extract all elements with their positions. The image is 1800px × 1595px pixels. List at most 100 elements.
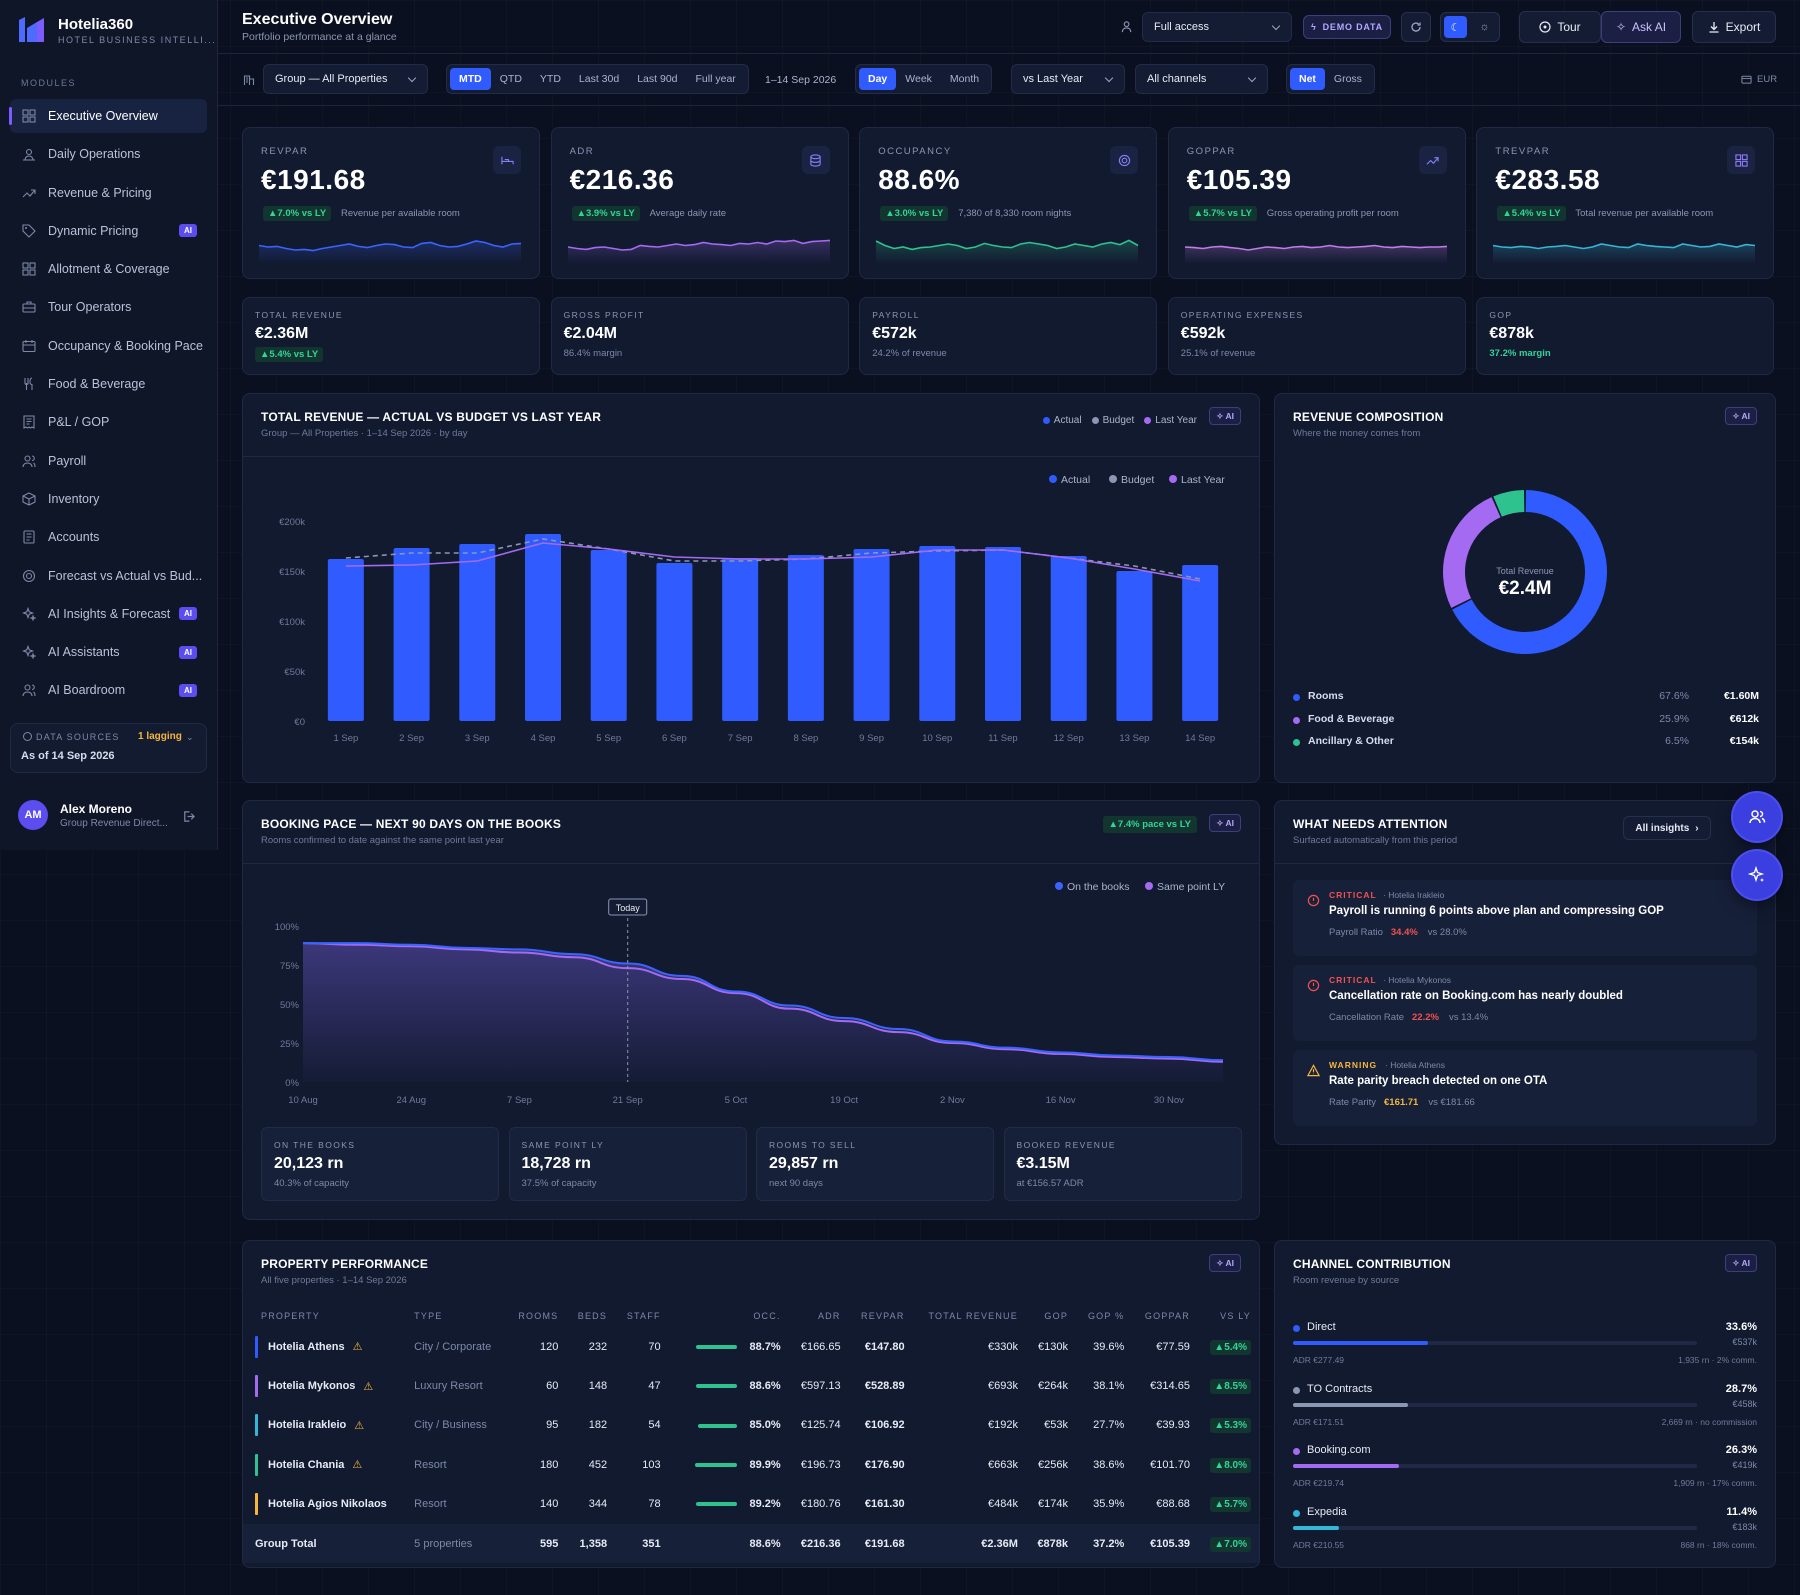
- sidebar-item-p-l-gop[interactable]: P&L / GOP: [10, 405, 207, 439]
- column-header[interactable]: REVPAR: [861, 1311, 905, 1321]
- channel-row[interactable]: Expedia 11.4% €183k ADR €210.55 868 rn · 18%…: [1293, 1506, 1757, 1568]
- attention-item[interactable]: WARNING · Hotelia Athens Rate parity breac…: [1293, 1050, 1757, 1126]
- column-header[interactable]: GOP: [1044, 1311, 1069, 1321]
- segment-option[interactable]: Gross: [1333, 73, 1362, 85]
- sidebar-item-occupancy-booking-pace[interactable]: Occupancy & Booking Pace: [10, 329, 207, 363]
- composition-legend-item[interactable]: Food & Beverage 25.9% €612k: [1293, 713, 1759, 736]
- sun-icon[interactable]: ☼: [1479, 21, 1490, 33]
- kpi-card-occupancy[interactable]: OCCUPANCY 88.6% ▲3.0% vs LY 7,380 of 8,330 …: [859, 127, 1158, 279]
- bar-actual[interactable]: [393, 548, 430, 721]
- composition-legend-item[interactable]: Ancillary & Other 6.5% €154k: [1293, 735, 1759, 758]
- segment-option[interactable]: Last 30d: [578, 73, 620, 85]
- chevron-down-icon[interactable]: ⌄: [186, 732, 194, 742]
- sidebar-item-food-beverage[interactable]: Food & Beverage: [10, 367, 207, 401]
- segment-option[interactable]: Week: [905, 73, 932, 85]
- theme-toggle[interactable]: ☾ ☼: [1440, 12, 1500, 42]
- segment-option[interactable]: Month: [949, 73, 980, 85]
- kpi-card-adr[interactable]: ADR €216.36 ▲3.9% vs LY Average daily rate: [550, 127, 849, 279]
- column-header[interactable]: GOP %: [1087, 1311, 1125, 1321]
- attention-item[interactable]: CRITICAL · Hotelia Irakleio Payroll is run…: [1293, 880, 1757, 956]
- bar-actual[interactable]: [327, 559, 364, 721]
- ask-ai-button[interactable]: ✧ Ask AI: [1601, 11, 1681, 43]
- sidebar-item-accounts[interactable]: Accounts: [10, 520, 207, 554]
- bar-actual[interactable]: [590, 550, 627, 721]
- composition-legend-item[interactable]: Rooms 67.6% €1.60M: [1293, 690, 1759, 713]
- access-select[interactable]: Full access: [1142, 12, 1292, 42]
- sidebar-item-ai-boardroom[interactable]: AI Boardroom AI: [10, 673, 207, 707]
- team-fab-button[interactable]: [1733, 793, 1781, 841]
- property-select[interactable]: Group — All Properties: [263, 64, 428, 94]
- table-row[interactable]: Hotelia Athens ⚠ City / Corporate 120 232 70 8…: [243, 1327, 1259, 1366]
- sidebar-item-inventory[interactable]: Inventory: [10, 482, 207, 516]
- ai-chip[interactable]: ✧ AI: [1725, 1254, 1757, 1272]
- column-header[interactable]: GOPPAR: [1144, 1311, 1190, 1321]
- sidebar-item-ai-assistants[interactable]: AI Assistants AI: [10, 635, 207, 669]
- bar-actual[interactable]: [919, 546, 956, 721]
- ai-chip[interactable]: ✧ AI: [1209, 407, 1241, 425]
- channel-row[interactable]: Direct 33.6% €537k ADR €277.49 1,935 rn · 2%…: [1293, 1321, 1757, 1383]
- bar-actual[interactable]: [459, 544, 496, 721]
- export-button[interactable]: Export: [1692, 11, 1776, 43]
- legend-actual[interactable]: Actual: [1042, 415, 1082, 426]
- summary-card-payroll[interactable]: PAYROLL €572k 24.2% of revenue: [859, 297, 1158, 375]
- bar-actual[interactable]: [1182, 565, 1219, 721]
- channel-row[interactable]: Booking.com 26.3% €419k ADR €219.74 1,909 rn…: [1293, 1444, 1757, 1506]
- bar-actual[interactable]: [656, 563, 693, 721]
- summary-card-total-revenue[interactable]: TOTAL REVENUE €2.36M ▲5.4% vs LY: [242, 297, 540, 375]
- bar-actual[interactable]: [985, 547, 1021, 721]
- ai-chip[interactable]: ✧ AI: [1725, 407, 1757, 425]
- kpi-card-revpar[interactable]: REVPAR €191.68 ▲7.0% vs LY Revenue per avai…: [242, 127, 540, 279]
- user-profile[interactable]: AM Alex Moreno Group Revenue Direct...: [18, 800, 168, 830]
- bar-actual[interactable]: [722, 558, 759, 721]
- kpi-card-trevpar[interactable]: TREVPAR €283.58 ▲5.4% vs LY Total revenue p…: [1476, 127, 1775, 279]
- sidebar-item-allotment-coverage[interactable]: Allotment & Coverage: [10, 252, 207, 286]
- kpi-card-goppar[interactable]: GOPPAR €105.39 ▲5.7% vs LY Gross operating …: [1167, 127, 1466, 279]
- segment-option[interactable]: Day: [859, 68, 897, 90]
- channel-row[interactable]: TO Contracts 28.7% €458k ADR €171.51 2,669 r…: [1293, 1383, 1757, 1445]
- table-row[interactable]: Hotelia Chania ⚠ Resort 180 452 103 89.9% €196.…: [243, 1445, 1259, 1484]
- all-insights-button[interactable]: All insights ›: [1623, 816, 1711, 840]
- column-header[interactable]: BEDS: [577, 1311, 608, 1321]
- column-header[interactable]: VS LY: [1220, 1311, 1251, 1321]
- column-header[interactable]: TOTAL REVENUE: [928, 1311, 1018, 1321]
- table-row[interactable]: Hotelia Mykonos ⚠ Luxury Resort 60 148 47 88.6…: [243, 1366, 1259, 1405]
- sidebar-item-daily-operations[interactable]: Daily Operations: [10, 137, 207, 171]
- bar-actual[interactable]: [853, 549, 890, 721]
- attention-item[interactable]: CRITICAL · Hotelia Mykonos Cancellation ra…: [1293, 965, 1757, 1041]
- column-header[interactable]: STAFF: [626, 1311, 661, 1321]
- summary-card-gross-profit[interactable]: GROSS PROFIT €2.04M 86.4% margin: [550, 297, 849, 375]
- compare-select[interactable]: vs Last Year: [1011, 64, 1125, 94]
- ai-chip[interactable]: ✧ AI: [1209, 814, 1241, 832]
- sidebar-item-dynamic-pricing[interactable]: Dynamic Pricing AI: [10, 214, 207, 248]
- table-row[interactable]: Hotelia Irakleio ⚠ City / Business 95 182 54 8…: [243, 1406, 1259, 1445]
- segment-option[interactable]: Last 90d: [637, 73, 678, 85]
- segment-option[interactable]: QTD: [499, 73, 522, 85]
- column-header[interactable]: ROOMS: [518, 1311, 559, 1321]
- bar-actual[interactable]: [1050, 556, 1087, 721]
- bar-actual[interactable]: [525, 534, 561, 721]
- donut-slice-food-beverage[interactable]: [1443, 497, 1501, 608]
- summary-card-gop[interactable]: GOP €878k 37.2% margin: [1476, 297, 1775, 375]
- bar-actual[interactable]: [787, 555, 824, 721]
- summary-card-operating-expenses[interactable]: OPERATING EXPENSES €592k 25.1% of revenue: [1167, 297, 1466, 375]
- segment-option[interactable]: YTD: [539, 73, 561, 85]
- column-header[interactable]: PROPERTY: [261, 1311, 320, 1321]
- column-header[interactable]: OCC.: [753, 1311, 781, 1321]
- legend-budget[interactable]: Budget: [1091, 415, 1134, 426]
- sidebar-item-revenue-pricing[interactable]: Revenue & Pricing: [10, 176, 207, 210]
- brand[interactable]: Hotelia360 HOTEL BUSINESS INTELLI...: [16, 14, 216, 46]
- ai-fab-button[interactable]: [1733, 851, 1781, 899]
- donut-slice-ancillary-other[interactable]: [1493, 490, 1525, 517]
- moon-icon[interactable]: ☾: [1444, 16, 1467, 38]
- sidebar-item-executive-overview[interactable]: Executive Overview: [9, 99, 207, 133]
- sidebar-item-ai-insights-forecast[interactable]: AI Insights & Forecast AI: [10, 597, 207, 631]
- tour-button[interactable]: Tour: [1519, 11, 1601, 43]
- legend-last-year[interactable]: Last Year: [1144, 415, 1197, 426]
- column-header[interactable]: ADR: [817, 1311, 841, 1321]
- segment-option[interactable]: Full year: [695, 73, 736, 85]
- column-header[interactable]: TYPE: [414, 1311, 443, 1321]
- table-row[interactable]: Hotelia Agios Nikolaos Resort 140 344 78 89.2…: [243, 1485, 1259, 1524]
- channel-select[interactable]: All channels: [1135, 64, 1268, 94]
- sidebar-item-forecast-vs-actual-vs-bud[interactable]: Forecast vs Actual vs Bud...: [10, 559, 207, 593]
- segment-option[interactable]: Net: [1290, 68, 1325, 90]
